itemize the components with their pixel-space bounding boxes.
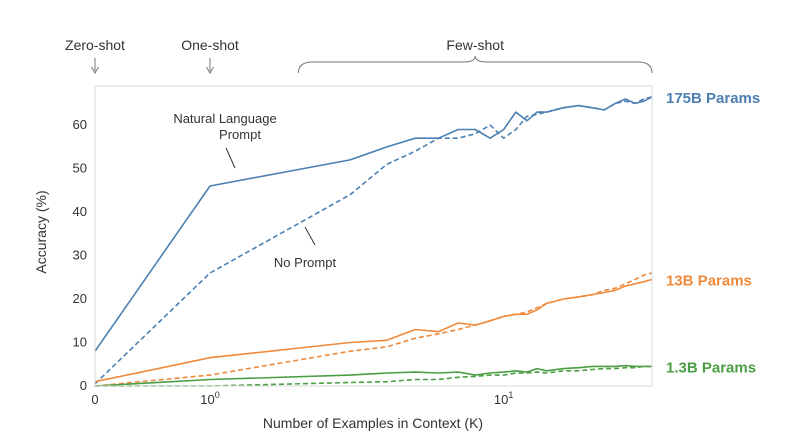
arrow-head xyxy=(206,66,214,74)
series-label: 175B Params xyxy=(666,90,760,107)
y-axis-label: Accuracy (%) xyxy=(33,190,49,273)
top-annotation-label: One-shot xyxy=(181,37,239,53)
annotation-pointer xyxy=(304,226,316,246)
series-line-1 xyxy=(94,96,653,385)
series-labels: 175B Params 13B Params 1.3B Params xyxy=(666,90,760,377)
annotation-pointer xyxy=(225,147,236,169)
arrow-head xyxy=(91,66,99,74)
y-tick-label: 60 xyxy=(73,117,87,132)
series-lines xyxy=(94,96,653,387)
y-tick-label: 50 xyxy=(73,161,87,176)
series-label: 1.3B Params xyxy=(666,359,756,376)
x-tick-label: 101 xyxy=(494,390,513,407)
top-annotation-label: Zero-shot xyxy=(65,37,125,53)
series-label: 13B Params xyxy=(666,272,752,289)
series-line-2 xyxy=(94,278,653,383)
few-shot-brace xyxy=(297,55,653,74)
annotation-natural-language-prompt: Natural Language Prompt xyxy=(173,111,276,142)
axes: 0 10 20 30 40 50 60 0 100 101 xyxy=(73,85,653,407)
series-line-4 xyxy=(94,364,652,387)
x-tick-label: 100 xyxy=(200,390,219,407)
y-tick-label: 0 xyxy=(80,378,87,393)
top-annotations: Zero-shot One-shot Few-shot xyxy=(65,37,653,74)
series-line-3 xyxy=(94,272,653,387)
annotations: Natural Language Prompt No Prompt xyxy=(173,111,336,270)
annotation-no-prompt: No Prompt xyxy=(274,255,337,270)
y-tick-label: 10 xyxy=(73,335,87,350)
y-tick-label: 30 xyxy=(73,248,87,263)
series-line-0 xyxy=(94,96,653,352)
x-tick-label: 0 xyxy=(91,392,98,407)
y-tick-label: 40 xyxy=(73,204,87,219)
x-axis-label: Number of Examples in Context (K) xyxy=(263,415,483,431)
y-tick-label: 20 xyxy=(73,291,87,306)
plot-frame xyxy=(94,85,653,387)
series-line-5 xyxy=(95,365,652,387)
top-annotation-label: Few-shot xyxy=(446,37,504,53)
